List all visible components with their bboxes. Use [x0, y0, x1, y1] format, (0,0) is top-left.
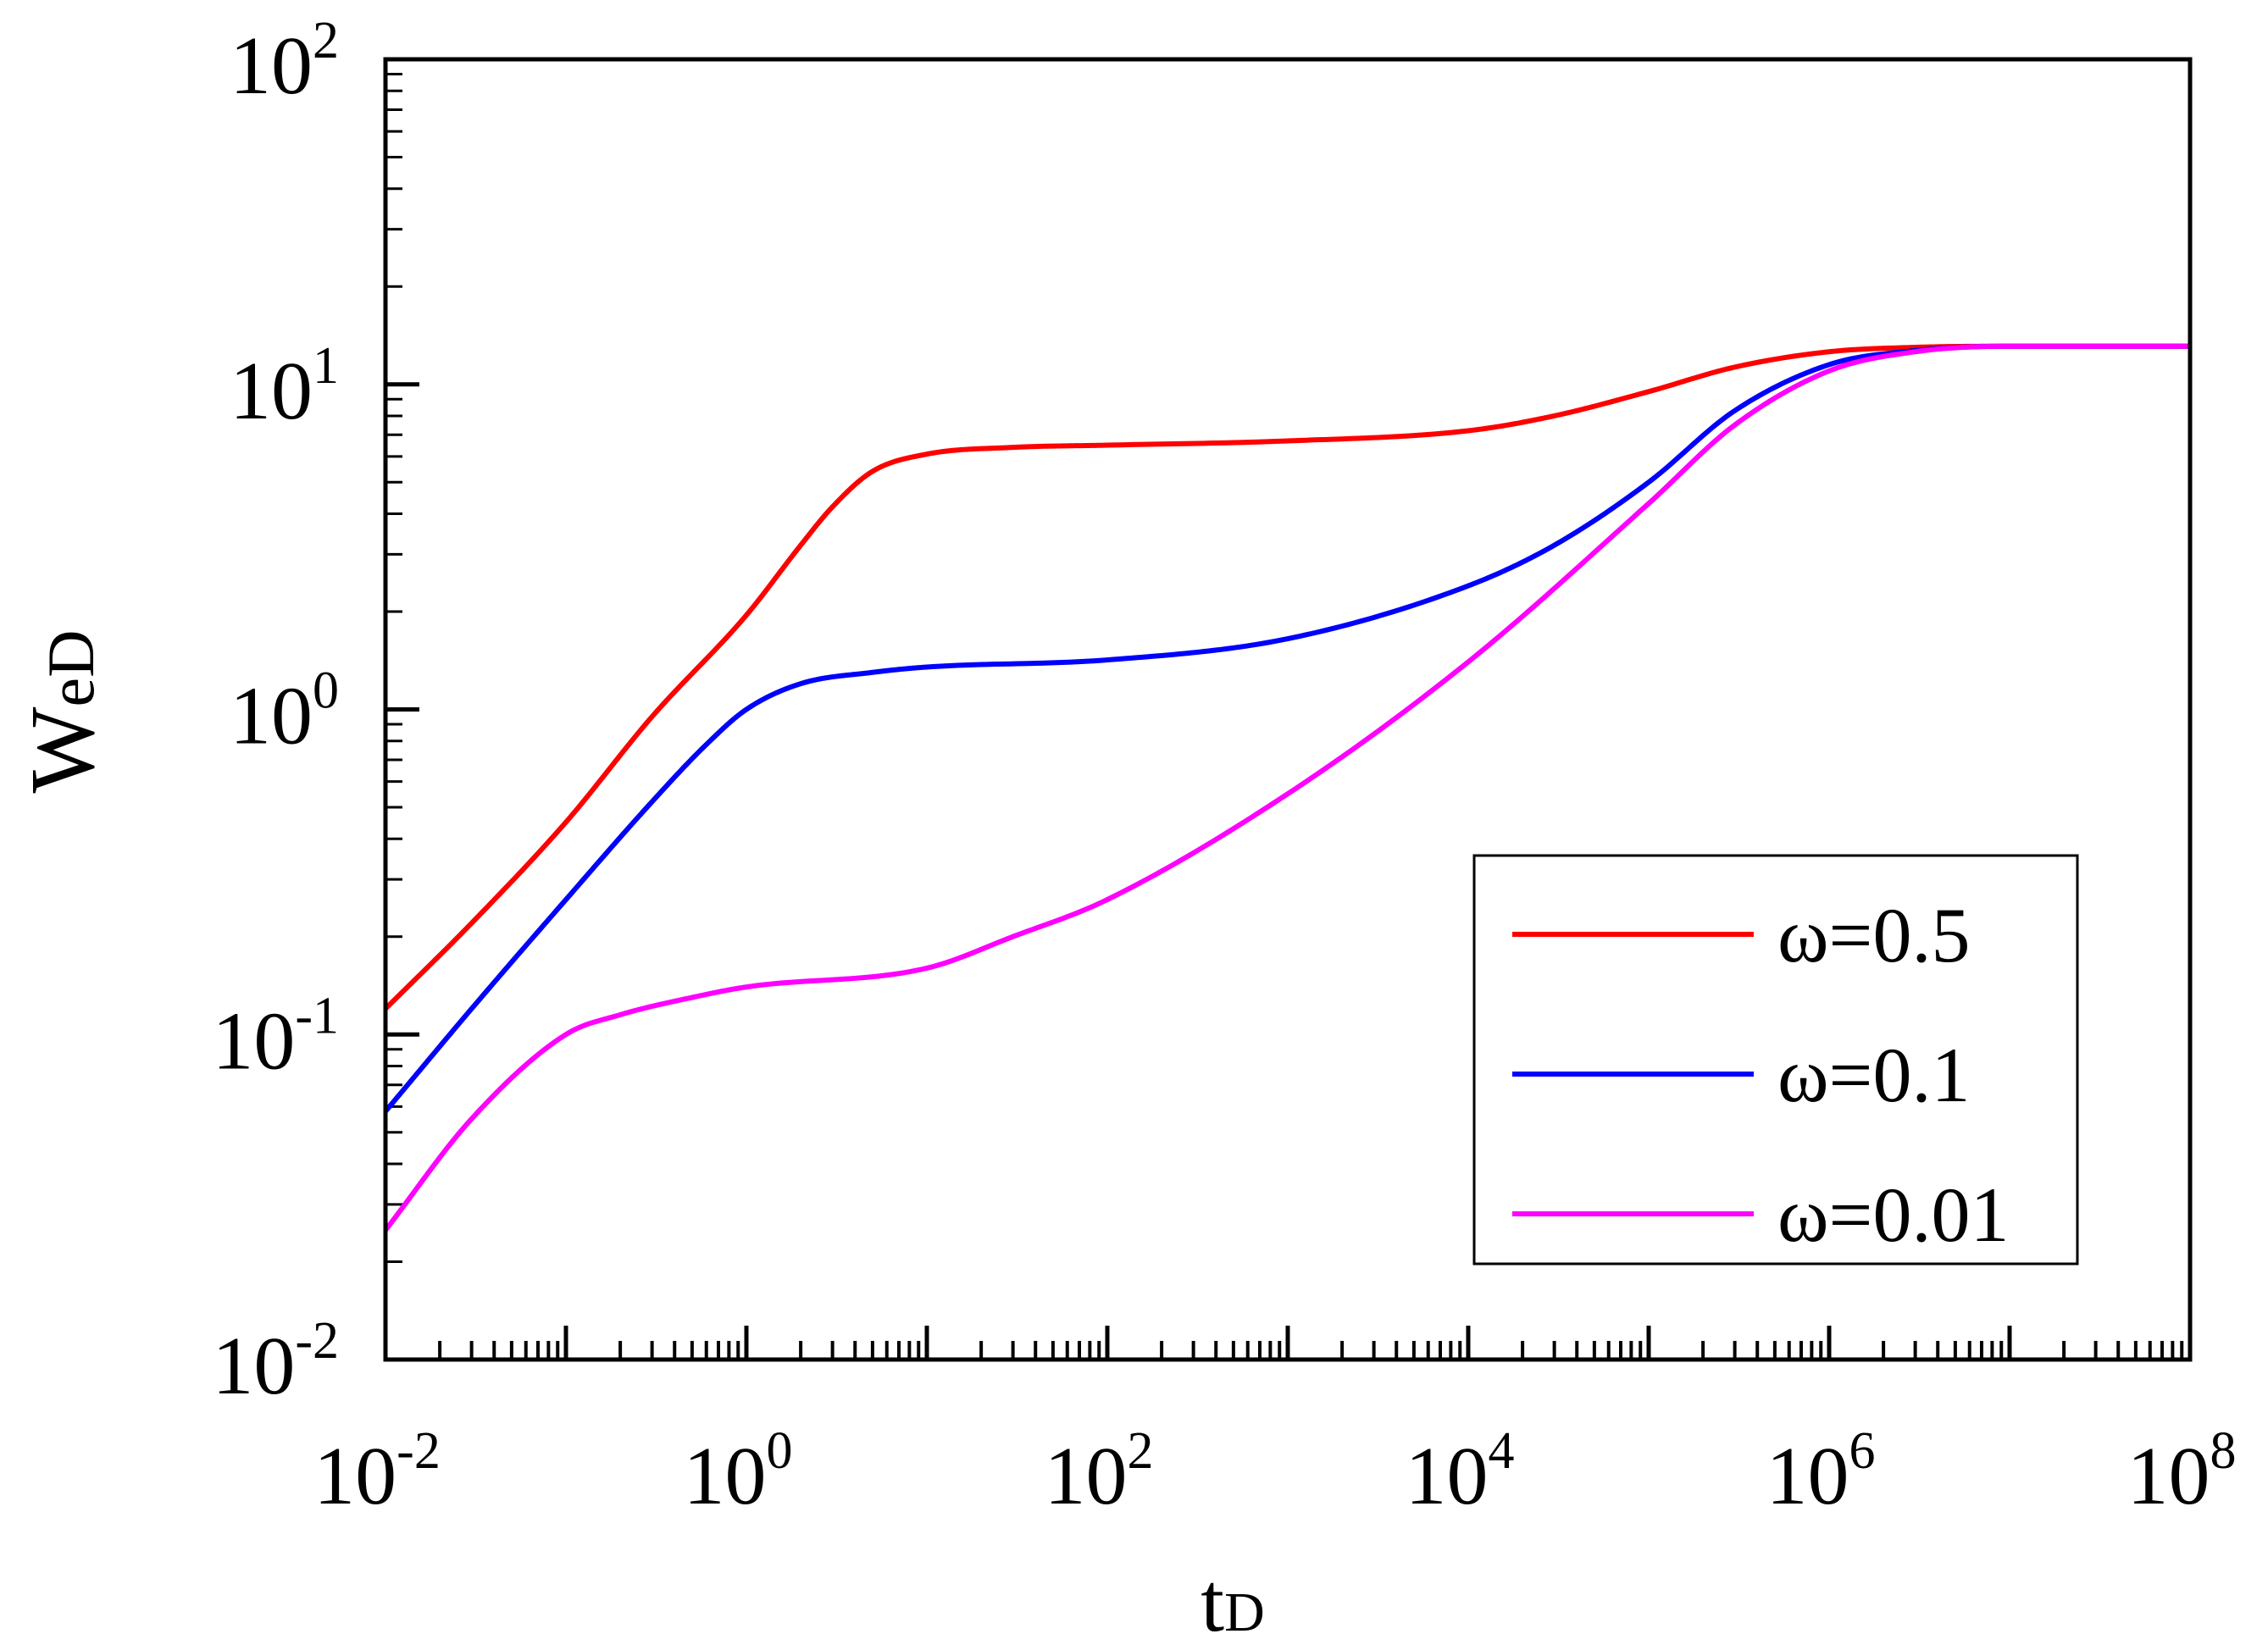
series-line-2	[383, 343, 2190, 1232]
minor-ticks	[385, 73, 2184, 1360]
legend-box	[1472, 854, 2079, 1266]
x-tick-label: 104	[1406, 1422, 1515, 1522]
series-line-1	[383, 343, 2190, 1113]
y-tick-exponent: -2	[295, 1312, 339, 1370]
x-tick-exponent: 6	[1849, 1422, 1876, 1480]
y-tick-base: 10	[212, 995, 295, 1087]
y-tick-label: 101	[230, 337, 339, 437]
y-tick-label: 100	[230, 662, 339, 762]
y-tick-base: 10	[212, 1321, 295, 1412]
x-tick-label: 102	[1045, 1422, 1154, 1522]
y-tick-exponent: 0	[313, 662, 339, 720]
y-tick-label: 102	[230, 12, 339, 112]
x-tick-base: 10	[313, 1431, 396, 1522]
y-tick-exponent: -1	[295, 987, 339, 1044]
legend-label-1: ω=0.1	[1777, 1032, 1970, 1118]
x-tick-base: 10	[1406, 1431, 1489, 1522]
x-tick-label: 106	[1766, 1422, 1876, 1522]
x-tick-exponent: 2	[1128, 1422, 1154, 1480]
y-tick-base: 10	[230, 20, 313, 112]
y-tick-exponent: 1	[313, 337, 339, 395]
x-tick-base: 10	[1766, 1431, 1849, 1522]
y-tick-base: 10	[230, 346, 313, 437]
y-tick-base: 10	[230, 671, 313, 762]
y-tick-label: 10-2	[212, 1312, 339, 1412]
series-lines	[383, 343, 2190, 1232]
x-tick-label: 108	[2127, 1422, 2237, 1522]
x-tick-labels: 10-2 100 102 104 106 108	[313, 1422, 2236, 1522]
series-line-0	[383, 343, 2190, 1011]
legend: ω=0.5 ω=0.1 ω=0.01	[1472, 854, 2079, 1266]
x-tick-base: 10	[1045, 1431, 1128, 1522]
x-tick-base: 10	[684, 1431, 767, 1522]
x-tick-label: 10-2	[313, 1422, 441, 1522]
y-tick-exponent: 2	[313, 12, 339, 69]
x-tick-exponent: 4	[1489, 1422, 1515, 1480]
y-tick-label: 10-1	[212, 987, 339, 1087]
x-axis-label-sub: D	[1224, 1581, 1265, 1643]
x-tick-label: 100	[684, 1422, 793, 1522]
plot-frame	[383, 57, 2193, 1362]
x-tick-exponent: 8	[2210, 1422, 2237, 1480]
x-tick-base: 10	[2127, 1431, 2210, 1522]
legend-label-0: ω=0.5	[1777, 892, 1970, 978]
y-axis-label-sub: eD	[34, 630, 108, 707]
x-tick-exponent: 0	[767, 1422, 793, 1480]
x-tick-exponent: -2	[396, 1422, 441, 1480]
y-axis-label-main: W	[13, 706, 114, 793]
legend-label-2: ω=0.01	[1777, 1171, 2009, 1258]
x-axis-label: tD	[1201, 1555, 1264, 1645]
x-axis-label-main: t	[1201, 1555, 1224, 1645]
y-axis-label: WeD	[13, 630, 114, 794]
